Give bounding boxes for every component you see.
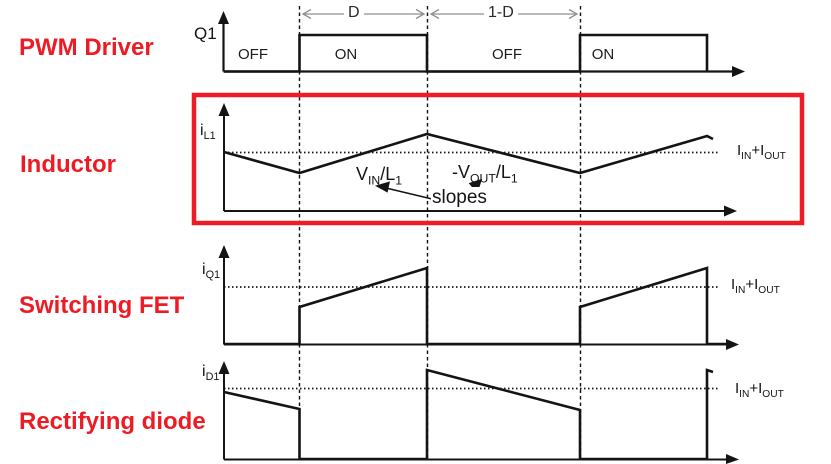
lvl-p2: +I [745, 276, 759, 293]
pwm-state-off-1: OFF [238, 46, 268, 63]
diode-plot [218, 361, 739, 464]
lvl-p2: +I [751, 142, 765, 159]
fet-current-waveform [224, 266, 726, 346]
inductor-highlight-box [191, 92, 805, 226]
fet-axis-sub: Q1 [205, 269, 221, 282]
inductor-plot [191, 92, 805, 226]
lvl-s2: OUT [764, 151, 786, 162]
fet-plot [218, 245, 739, 350]
slope-on-mid: /L [380, 164, 396, 184]
inductor-axis-sub: L1 [203, 130, 216, 143]
inductor-current-waveform [223, 132, 714, 175]
pwm-state-on-1: ON [334, 46, 358, 63]
diode-axis-label: iD1 [202, 363, 219, 383]
inductor-axis-base: i [200, 122, 204, 139]
diode-level-label: IIN+IOUT [735, 380, 784, 400]
section-label-rectifying-diode: Rectifying diode [19, 408, 206, 435]
pwm-plot [218, 11, 745, 77]
fet-yaxis-arrow [218, 245, 230, 258]
lvl-p1: I [731, 276, 736, 293]
slope-off-pre: -V [452, 162, 470, 182]
slope-off-mid: /L [495, 162, 511, 182]
diode-current-waveform [223, 368, 714, 461]
lvl-s2: OUT [762, 389, 784, 400]
lvl-s1: IN [739, 389, 750, 400]
section-label-pwm-driver: PWM Driver [19, 34, 154, 61]
slope-on-sub1: IN [368, 173, 381, 188]
inductor-level-label: IIN+IOUT [737, 142, 786, 162]
slope-on-pre: V [356, 164, 369, 184]
switching-instant-dashed-lines [298, 6, 582, 459]
pwm-waveform [224, 33, 709, 73]
pwm-state-off-2: OFF [492, 46, 522, 63]
lvl-s2: OUT [758, 285, 780, 296]
lvl-s1: IN [735, 285, 746, 296]
lvl-p1: I [735, 380, 740, 397]
lvl-s1: IN [741, 151, 752, 162]
pwm-axis-label: Q1 [194, 24, 217, 43]
diode-axis-base: i [202, 363, 206, 380]
lvl-p2: +I [749, 380, 763, 397]
section-label-switching-fet: Switching FET [19, 292, 185, 319]
diode-yaxis-arrow [218, 361, 230, 374]
duty-off-label: 1-D [484, 4, 518, 22]
slope-on-sub2: 1 [395, 173, 403, 188]
section-label-inductor: Inductor [20, 151, 116, 178]
slope-off-sub2: 1 [510, 171, 518, 186]
pwm-yaxis-arrow [218, 11, 229, 24]
lvl-p1: I [737, 142, 742, 159]
fet-xaxis-arrow [726, 339, 739, 350]
slope-off-sub1: OUT [470, 171, 496, 186]
fet-axis-base: i [202, 261, 206, 278]
pwm-xaxis-arrow [732, 66, 745, 77]
inductor-axis-label: iL1 [200, 122, 216, 142]
fet-level-label: IIN+IOUT [731, 276, 780, 296]
duty-on-label: D [344, 4, 364, 22]
diode-xaxis-arrow [726, 454, 739, 464]
slopes-caption: slopes [431, 187, 488, 209]
inductor-xaxis-arrow [724, 205, 737, 217]
pwm-state-on-2: ON [591, 46, 615, 63]
inductor-yaxis-arrow [218, 103, 230, 116]
slope-on-label: VIN/L1 [356, 164, 402, 188]
diode-axis-sub: D1 [205, 371, 220, 384]
fet-axis-label: iQ1 [202, 261, 220, 281]
slope-off-label: -VOUT/L1 [452, 162, 518, 186]
